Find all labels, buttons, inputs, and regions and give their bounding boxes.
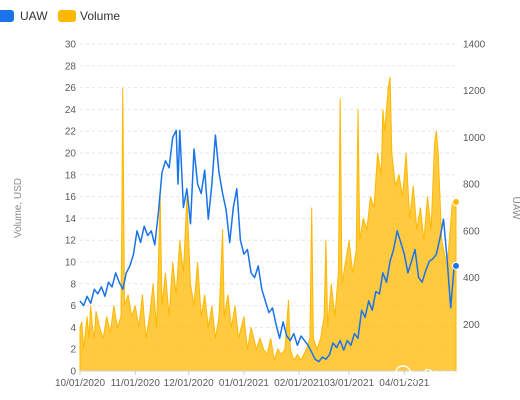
left-tick-label: 30 [65, 40, 77, 51]
left-tick-label: 18 [65, 170, 77, 181]
uaw-end-marker[interactable] [452, 261, 460, 270]
end-markers[interactable] [452, 198, 460, 270]
volume-area [79, 76, 457, 372]
left-tick-label: 12 [65, 236, 77, 247]
watermark: DappRadar榜单 [395, 365, 515, 383]
legend[interactable]: UAW Volume [0, 9, 120, 23]
volume-area-layer [79, 76, 457, 372]
uaw-line [79, 129, 456, 363]
x-tick-label: 02/01/2021 [274, 378, 324, 389]
uaw-line-layer [79, 129, 456, 363]
x-tick-label: 10/01/2020 [55, 378, 105, 389]
right-tick-label: 400 [463, 273, 480, 284]
right-tick-label: 1400 [463, 40, 486, 51]
right-tick-label: 1000 [463, 133, 486, 144]
legend-swatch-uaw [0, 10, 14, 22]
right-tick-label: 800 [463, 180, 480, 191]
left-tick-label: 10 [65, 258, 77, 269]
right-tick-label: 1200 [463, 86, 486, 97]
right-axis-ticks: 200 400 600 800 1000 1200 1400 [463, 40, 486, 331]
x-tick-label: 11/01/2020 [111, 378, 161, 389]
legend-label-volume[interactable]: Volume [80, 9, 120, 23]
left-tick-label: 14 [65, 214, 77, 225]
left-tick-label: 0 [70, 367, 76, 378]
right-tick-label: 200 [463, 320, 480, 331]
x-tick-label: 12/01/2020 [164, 378, 214, 389]
legend-swatch-volume [58, 10, 76, 22]
left-tick-label: 20 [65, 149, 77, 160]
x-tick-label: 03/01/2021 [324, 378, 374, 389]
left-axis-title: Volume, USD [13, 178, 24, 238]
left-tick-label: 24 [65, 105, 77, 116]
wechat-bubbles-icon [395, 365, 418, 383]
volume-end-marker[interactable] [452, 198, 460, 207]
left-tick-label: 4 [70, 323, 76, 334]
right-tick-label: 600 [463, 226, 480, 237]
x-axis-ticks: 10/01/2020 11/01/2020 12/01/2020 01/01/2021… [55, 371, 430, 389]
left-tick-label: 8 [70, 279, 76, 290]
x-tick-label: 01/01/2021 [219, 378, 269, 389]
watermark-text: DappRadar榜单 [424, 366, 515, 381]
left-tick-label: 6 [70, 301, 76, 312]
x-tick-label: 04/01/2021 [379, 378, 429, 389]
right-axis-title: UAW [510, 197, 520, 221]
left-tick-label: 2 [70, 345, 76, 356]
grid [80, 43, 456, 350]
left-tick-label: 22 [65, 127, 77, 138]
left-tick-label: 16 [65, 192, 77, 203]
left-tick-label: 28 [65, 61, 77, 72]
legend-label-uaw[interactable]: UAW [20, 9, 48, 23]
left-tick-label: 26 [65, 83, 77, 94]
